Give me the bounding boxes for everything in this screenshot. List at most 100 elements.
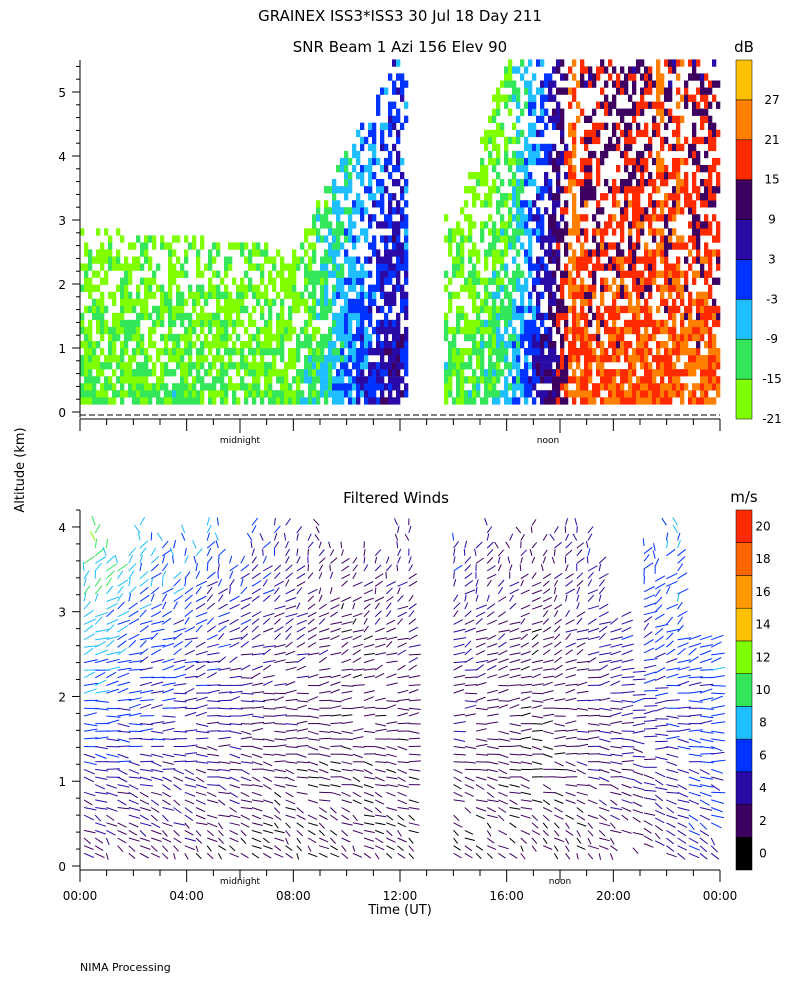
snr-cell	[548, 249, 553, 257]
wind-barb	[318, 814, 328, 820]
snr-cell	[548, 326, 553, 335]
snr-cell	[668, 270, 673, 278]
snr-cell	[512, 157, 517, 166]
wind-barb	[497, 564, 502, 572]
wind-barb	[307, 618, 315, 625]
wind-barb	[94, 585, 103, 595]
snr-cell	[248, 333, 253, 342]
snr-cell	[560, 87, 565, 95]
snr-cell	[600, 207, 605, 215]
snr-cell	[336, 277, 341, 285]
wind-barb	[408, 664, 418, 671]
wind-barb	[128, 593, 132, 602]
wind-barb	[475, 814, 485, 820]
snr-cell	[396, 108, 401, 116]
wind-barb	[240, 761, 253, 764]
snr-cell	[544, 150, 549, 159]
snr-cell	[460, 362, 465, 370]
wind-barb	[397, 698, 410, 702]
snr-cell	[112, 333, 117, 342]
snr-cell	[568, 129, 573, 138]
snr-cell	[384, 165, 389, 173]
snr-cell	[172, 305, 177, 314]
snr-cell	[568, 157, 573, 166]
wind-barb	[285, 791, 294, 798]
snr-cell	[712, 298, 717, 306]
snr-cell	[488, 305, 493, 314]
snr-cell	[384, 256, 389, 264]
snr-cell	[592, 73, 597, 81]
snr-cell	[296, 341, 301, 349]
wind-barb	[251, 837, 261, 843]
wind-barb	[263, 707, 276, 710]
wind-barb	[274, 683, 287, 686]
wind-barb	[307, 696, 319, 702]
snr-cell	[336, 221, 341, 229]
snr-cell	[644, 277, 649, 285]
snr-cell	[584, 172, 589, 180]
snr-cell	[460, 369, 465, 377]
snr-cell	[96, 305, 101, 314]
snr-cell	[484, 221, 489, 229]
snr-cell	[208, 284, 213, 292]
snr-cell	[364, 136, 369, 145]
snr-cell	[528, 376, 533, 384]
snr-cell	[540, 355, 545, 363]
snr-cell	[520, 59, 525, 67]
snr-cell	[644, 326, 649, 335]
snr-cell	[548, 376, 553, 384]
snr-cell	[172, 333, 177, 342]
snr-cell	[608, 333, 613, 342]
wind-barb	[341, 807, 351, 813]
wind-barb	[251, 829, 262, 834]
wind-barb	[139, 799, 150, 805]
snr-cell	[692, 277, 697, 285]
wind-barb	[218, 715, 231, 717]
snr-cell	[444, 319, 449, 328]
wind-barb	[341, 814, 350, 821]
snr-cell	[464, 397, 469, 405]
snr-cell	[212, 341, 217, 349]
snr-cell	[444, 284, 449, 292]
snr-cell	[552, 157, 557, 166]
wind-barb	[285, 723, 298, 726]
snr-cell	[484, 390, 489, 398]
snr-cell	[524, 221, 529, 229]
snr-cell	[656, 157, 661, 166]
wind-barb	[251, 595, 260, 602]
snr-cell	[276, 319, 281, 328]
snr-cell	[88, 305, 93, 314]
wind-barb	[274, 852, 284, 858]
snr-cell	[400, 390, 405, 398]
snr-cell	[636, 326, 641, 335]
snr-cell	[456, 390, 461, 398]
snr-cell	[692, 397, 697, 405]
snr-cell	[256, 362, 261, 370]
snr-cell	[692, 383, 697, 391]
snr-cell	[496, 256, 501, 264]
wind-barb	[307, 761, 319, 766]
wind-barb	[251, 525, 257, 534]
wind-barb	[263, 722, 275, 725]
wind-barb	[408, 644, 421, 648]
snr-cell	[588, 193, 593, 201]
snr-cell	[676, 348, 681, 356]
snr-cell	[220, 333, 225, 342]
snr-cell	[352, 383, 357, 391]
wind-barb	[240, 799, 252, 803]
snr-cell	[360, 305, 365, 314]
snr-cell	[400, 355, 405, 363]
snr-cell	[376, 108, 381, 116]
snr-cell	[136, 362, 141, 370]
snr-cell	[292, 249, 297, 257]
snr-cell	[644, 284, 649, 292]
snr-cell	[84, 390, 89, 398]
snr-cell	[488, 136, 493, 145]
wind-barb	[386, 652, 398, 656]
snr-cell	[396, 390, 401, 398]
snr-cell	[536, 193, 541, 201]
snr-cell	[328, 186, 333, 194]
snr-cell	[628, 221, 633, 229]
wind-barb	[173, 665, 186, 671]
snr-cell	[472, 193, 477, 201]
